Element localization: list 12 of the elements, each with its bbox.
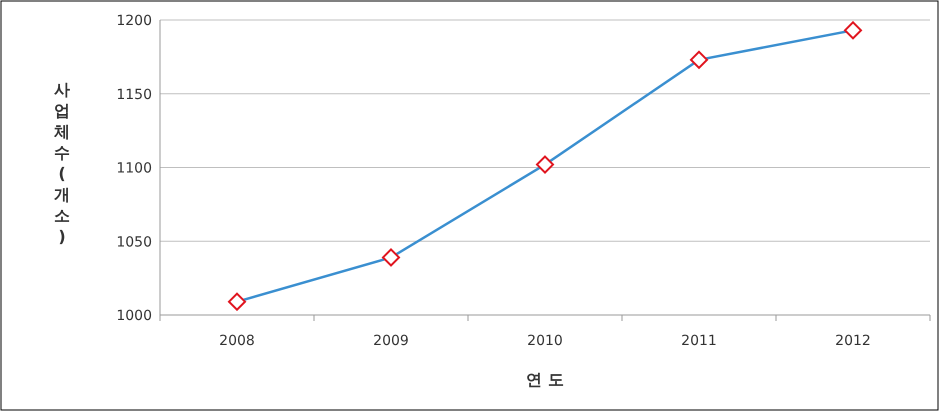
x-axis-title: 연 도 <box>526 370 564 389</box>
x-tick-label: 2010 <box>527 333 563 349</box>
y-tick-label: 1000 <box>116 308 152 324</box>
x-tick-label: 2011 <box>681 333 717 349</box>
y-tick-label: 1200 <box>116 13 152 29</box>
y-tick-label: 1100 <box>116 160 152 176</box>
y-tick-label: 1050 <box>116 234 152 250</box>
y-axis-title: 사업체수(개소) <box>53 80 70 246</box>
x-tick-label: 2012 <box>835 333 871 349</box>
y-tick-label: 1150 <box>116 86 152 103</box>
x-tick-label: 2009 <box>373 333 409 349</box>
x-tick-label: 2008 <box>219 333 255 349</box>
